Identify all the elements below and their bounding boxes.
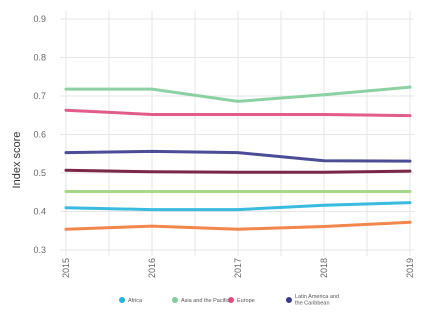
series-group [64, 85, 412, 231]
x-tick-label: 2015 [61, 258, 71, 278]
x-tick-label: 2017 [233, 258, 243, 278]
x-tick-label: 2018 [319, 258, 329, 278]
legend-swatch [228, 297, 234, 303]
y-axis-ticks: 0.3 0.4 0.5 0.6 0.7 0.8 0.9 [33, 14, 46, 255]
legend-swatch [119, 297, 125, 303]
series-line-orange [64, 220, 412, 231]
x-tick-label: 2016 [147, 258, 157, 278]
series-line-europe [64, 108, 412, 118]
legend-swatch [286, 297, 292, 303]
legend: Africa Asia and the Pacific Europe Latin Am… [119, 294, 339, 307]
legend-label-line: the Caribbean [295, 301, 330, 307]
y-tick-label: 0.7 [33, 91, 46, 101]
legend-swatch [172, 297, 178, 303]
y-tick-label: 0.5 [33, 168, 46, 178]
series-line-darkred [64, 168, 412, 174]
y-axis-label: Index score [11, 132, 23, 189]
legend-label-line: Latin America and [295, 294, 339, 300]
y-tick-label: 0.3 [33, 245, 46, 255]
y-tick-label: 0.8 [33, 53, 46, 63]
series-line-asia [64, 85, 412, 103]
y-tick-label: 0.4 [33, 207, 46, 217]
grid [60, 11, 414, 256]
y-tick-label: 0.9 [33, 14, 46, 24]
legend-label: Asia and the Pacific [181, 298, 230, 304]
y-tick-label: 0.6 [33, 130, 46, 140]
legend-label: Europe [237, 298, 255, 304]
x-axis-ticks: 2015 2016 2017 2018 2019 [61, 258, 415, 278]
x-tick-label: 2019 [405, 258, 415, 278]
legend-label: Africa [128, 298, 143, 304]
series-line-africa [64, 201, 412, 212]
